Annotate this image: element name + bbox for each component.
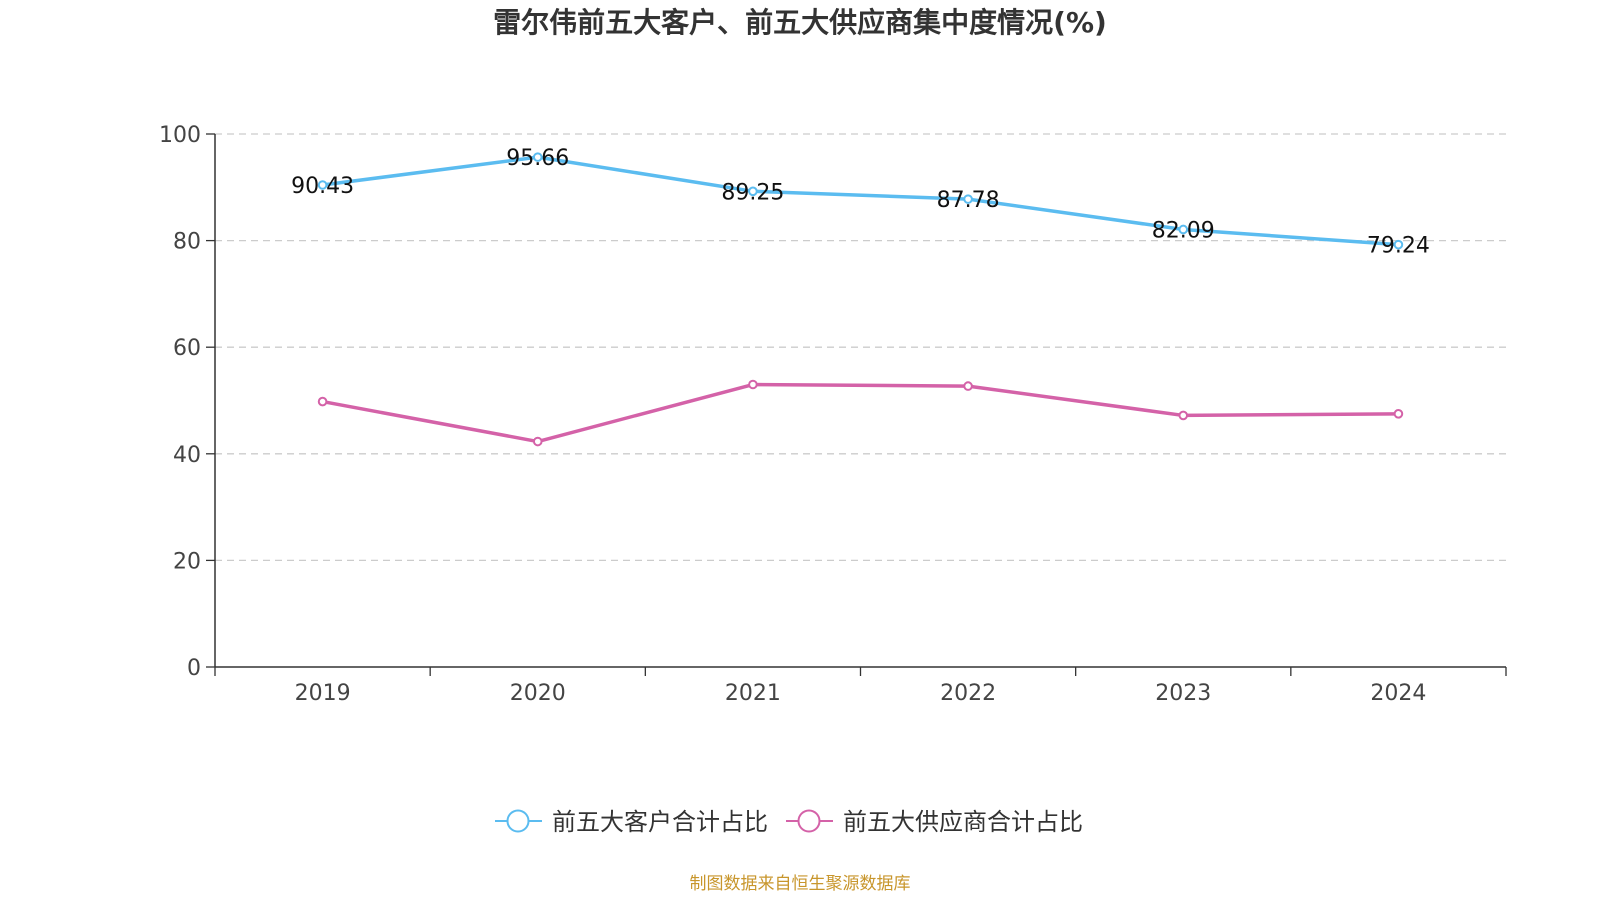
y-tick-label: 0 — [187, 656, 201, 681]
y-tick-label: 60 — [173, 336, 201, 361]
x-tick-label: 2021 — [725, 681, 781, 706]
y-tick-label: 100 — [159, 123, 201, 148]
data-labels: 90.43 95.66 89.25 87.78 82.09 79.24 — [291, 146, 1430, 259]
data-label: 90.43 — [291, 174, 354, 199]
series-1-point[interactable] — [317, 396, 328, 407]
data-label: 79.24 — [1367, 234, 1430, 259]
legend-marker-0 — [506, 809, 530, 833]
series-0-point[interactable] — [532, 152, 543, 162]
chart-title: 雷尔伟前五大客户、前五大供应商集中度情况(%) — [493, 6, 1107, 39]
series-layer — [317, 152, 1404, 447]
series-1-point[interactable] — [963, 381, 973, 391]
data-label: 87.78 — [937, 188, 1000, 213]
x-tick-label: 2019 — [295, 681, 351, 706]
x-tick-label: 2024 — [1370, 681, 1426, 706]
series-1-point[interactable] — [1393, 409, 1404, 419]
y-tick-label: 40 — [173, 443, 201, 468]
axes: 0 20 40 60 80 100 2019 2020 2021 2022 2023 2024 — [159, 123, 1507, 706]
series-1-point[interactable] — [532, 436, 543, 447]
legend: 前五大客户合计占比 前五大供应商合计占比 — [495, 808, 1083, 836]
source-note: 制图数据来自恒生聚源数据库 — [690, 874, 911, 894]
x-tick-label: 2022 — [940, 681, 996, 706]
series-line-1 — [322, 382, 1399, 444]
series-0-point[interactable] — [1393, 239, 1404, 250]
series-line-0 — [322, 155, 1399, 247]
data-label: 89.25 — [721, 180, 784, 205]
series-0-point[interactable] — [748, 186, 758, 197]
y-tick-label: 20 — [173, 549, 201, 574]
series-0-point[interactable] — [963, 194, 973, 204]
legend-label-1[interactable]: 前五大供应商合计占比 — [843, 808, 1083, 836]
series-1-point[interactable] — [748, 379, 758, 390]
x-tick-label: 2023 — [1155, 681, 1211, 706]
series-0-point[interactable] — [1178, 224, 1189, 235]
data-label: 95.66 — [506, 146, 569, 171]
series-1-point[interactable] — [1178, 410, 1189, 421]
data-label: 82.09 — [1152, 218, 1215, 243]
grid-lines — [215, 133, 1506, 562]
legend-marker-1 — [797, 809, 821, 833]
y-tick-label: 80 — [173, 230, 201, 255]
legend-label-0[interactable]: 前五大客户合计占比 — [552, 808, 768, 836]
x-tick-label: 2020 — [510, 681, 566, 706]
series-0-point[interactable] — [317, 180, 328, 190]
